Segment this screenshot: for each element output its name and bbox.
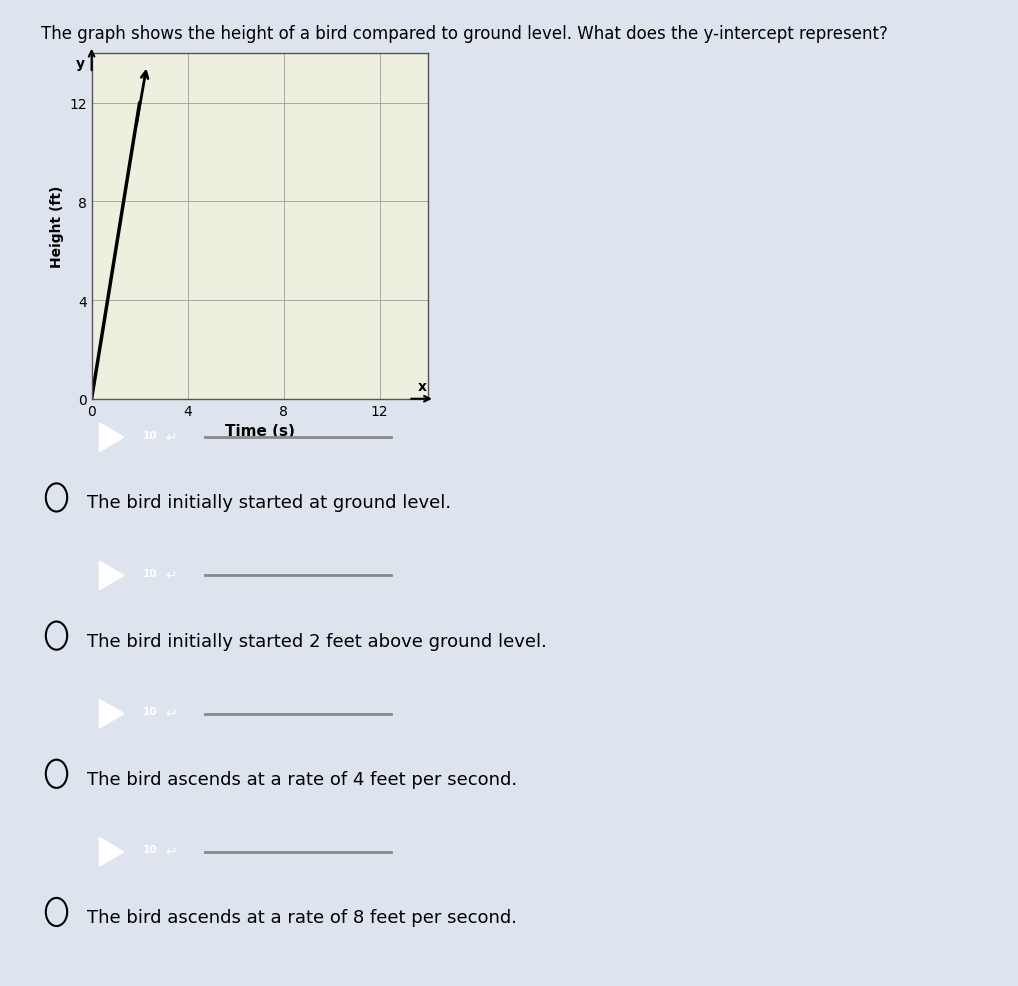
Text: The graph shows the height of a bird compared to ground level. What does the y-i: The graph shows the height of a bird com… bbox=[41, 25, 888, 42]
Polygon shape bbox=[100, 837, 124, 867]
Text: ↵: ↵ bbox=[165, 845, 177, 859]
Text: The bird initially started 2 feet above ground level.: The bird initially started 2 feet above … bbox=[87, 632, 547, 650]
Text: 10: 10 bbox=[143, 568, 157, 578]
Text: y: y bbox=[75, 57, 84, 71]
Text: 10: 10 bbox=[143, 430, 157, 440]
X-axis label: Time (s): Time (s) bbox=[225, 424, 294, 439]
Text: x: x bbox=[418, 380, 428, 394]
Polygon shape bbox=[100, 423, 124, 453]
Text: 10: 10 bbox=[143, 844, 157, 854]
Text: ↵: ↵ bbox=[165, 707, 177, 721]
Polygon shape bbox=[100, 561, 124, 591]
Y-axis label: Height (ft): Height (ft) bbox=[50, 185, 63, 268]
Text: The bird initially started at ground level.: The bird initially started at ground lev… bbox=[87, 494, 451, 512]
Text: The bird ascends at a rate of 4 feet per second.: The bird ascends at a rate of 4 feet per… bbox=[87, 770, 517, 788]
Text: 10: 10 bbox=[143, 706, 157, 716]
Polygon shape bbox=[100, 699, 124, 729]
Text: ↵: ↵ bbox=[165, 569, 177, 583]
Text: ↵: ↵ bbox=[165, 431, 177, 445]
Text: The bird ascends at a rate of 8 feet per second.: The bird ascends at a rate of 8 feet per… bbox=[87, 908, 516, 926]
